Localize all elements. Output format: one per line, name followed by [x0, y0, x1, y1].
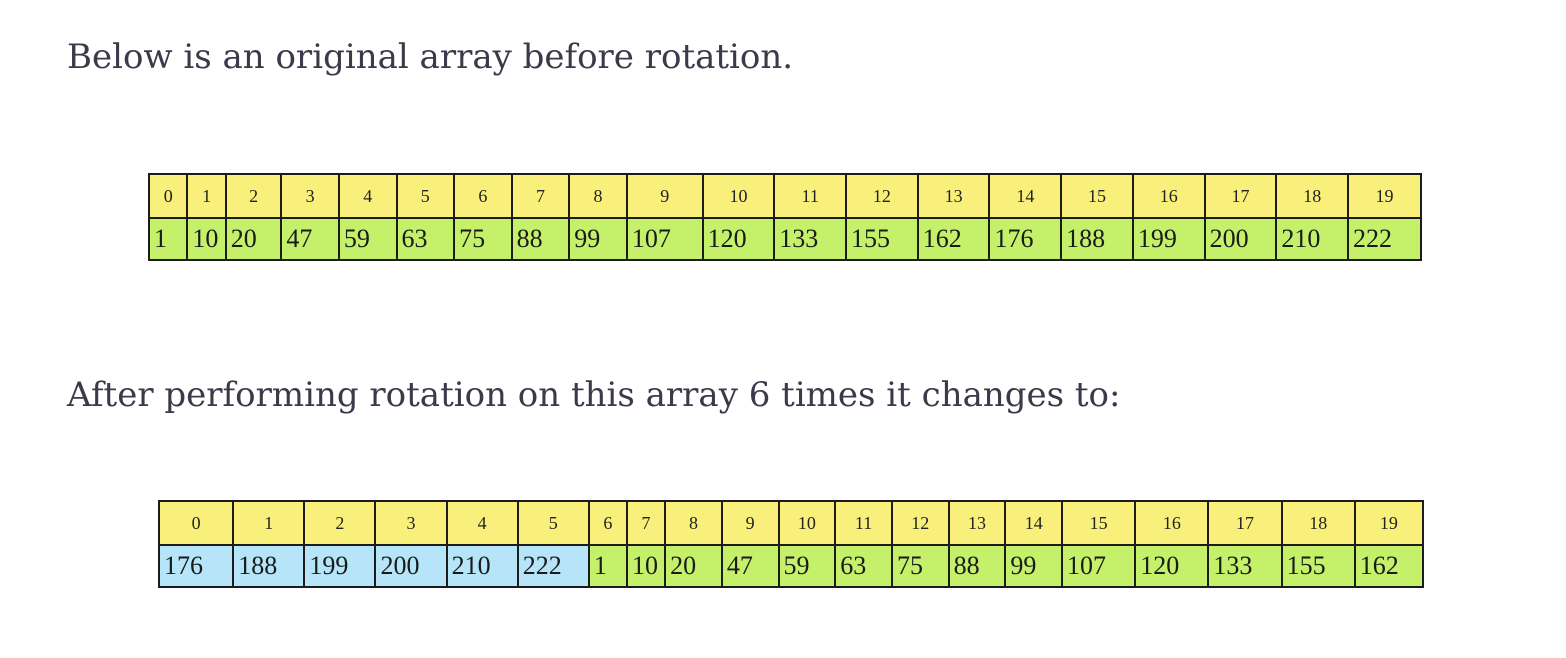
index-cell: 3	[374, 500, 448, 546]
value-cell: 10	[625, 544, 667, 588]
value-cell: 1	[147, 217, 189, 261]
index-cell: 9	[720, 500, 780, 546]
value-cell: 176	[988, 217, 1063, 261]
index-cell: 8	[568, 173, 628, 219]
original-array-table: 0 1 2 3 4 5 6 7 8 9 10 11 12 13 14 15 16…	[147, 173, 1422, 261]
rotated-value-cell: 222	[516, 544, 590, 588]
index-cell: 1	[186, 173, 227, 219]
value-cell: 75	[890, 544, 950, 588]
index-cell: 16	[1134, 500, 1210, 546]
value-cell: 188	[1060, 217, 1134, 261]
index-cell: 0	[147, 173, 189, 219]
value-row: 1 10 20 47 59 63 75 88 99 107 120 133 15…	[147, 217, 1422, 261]
index-cell: 8	[664, 500, 723, 546]
index-cell: 2	[224, 173, 283, 219]
index-cell: 2	[303, 500, 377, 546]
value-cell: 120	[701, 217, 776, 261]
value-cell: 162	[916, 217, 991, 261]
index-cell: 15	[1060, 173, 1134, 219]
index-cell: 12	[845, 173, 919, 219]
index-cell: 13	[947, 500, 1007, 546]
value-cell: 63	[834, 544, 893, 588]
value-cell: 47	[720, 544, 780, 588]
value-cell: 107	[1061, 544, 1137, 588]
value-cell: 20	[224, 217, 283, 261]
value-cell: 200	[1203, 217, 1278, 261]
rotated-value-cell: 176	[157, 544, 235, 588]
value-cell: 133	[1207, 544, 1283, 588]
value-cell: 99	[568, 217, 628, 261]
index-cell: 17	[1207, 500, 1283, 546]
rotated-value-cell: 188	[232, 544, 306, 588]
value-cell: 10	[186, 217, 227, 261]
index-cell: 5	[516, 500, 590, 546]
value-cell: 75	[453, 217, 513, 261]
value-row: 176 188 199 200 210 222 1 10 20 47 59 63…	[157, 544, 1425, 588]
index-cell: 7	[625, 500, 667, 546]
rotated-value-cell: 210	[445, 544, 519, 588]
index-cell: 6	[587, 500, 628, 546]
value-cell: 133	[773, 217, 848, 261]
value-cell: 155	[845, 217, 919, 261]
index-cell: 10	[777, 500, 837, 546]
value-cell: 88	[947, 544, 1007, 588]
index-row: 0 1 2 3 4 5 6 7 8 9 10 11 12 13 14 15 16…	[157, 500, 1425, 546]
after-rotation-text: After performing rotation on this array …	[67, 375, 1121, 415]
value-cell: 107	[625, 217, 704, 261]
index-cell: 6	[453, 173, 513, 219]
index-cell: 19	[1347, 173, 1422, 219]
value-cell: 88	[510, 217, 571, 261]
index-cell: 11	[773, 173, 848, 219]
index-cell: 5	[395, 173, 456, 219]
value-cell: 63	[395, 217, 456, 261]
value-cell: 162	[1353, 544, 1425, 588]
value-cell: 59	[337, 217, 398, 261]
index-cell: 7	[510, 173, 571, 219]
index-cell: 16	[1131, 173, 1206, 219]
index-row: 0 1 2 3 4 5 6 7 8 9 10 11 12 13 14 15 16…	[147, 173, 1422, 219]
index-cell: 11	[834, 500, 893, 546]
index-cell: 0	[157, 500, 235, 546]
value-cell: 47	[280, 217, 340, 261]
index-cell: 9	[625, 173, 704, 219]
rotated-value-cell: 200	[374, 544, 448, 588]
index-cell: 4	[337, 173, 398, 219]
intro-text: Below is an original array before rotati…	[67, 37, 794, 77]
value-cell: 199	[1131, 217, 1206, 261]
value-cell: 99	[1004, 544, 1064, 588]
value-cell: 222	[1347, 217, 1422, 261]
index-cell: 4	[445, 500, 519, 546]
index-cell: 10	[701, 173, 776, 219]
value-cell: 20	[664, 544, 723, 588]
value-cell: 210	[1275, 217, 1350, 261]
index-cell: 17	[1203, 173, 1278, 219]
index-cell: 1	[232, 500, 306, 546]
rotated-array-table: 0 1 2 3 4 5 6 7 8 9 10 11 12 13 14 15 16…	[157, 500, 1425, 588]
index-cell: 19	[1353, 500, 1425, 546]
value-cell: 1	[587, 544, 628, 588]
value-cell: 120	[1134, 544, 1210, 588]
index-cell: 15	[1061, 500, 1137, 546]
index-cell: 13	[916, 173, 991, 219]
index-cell: 3	[280, 173, 340, 219]
value-cell: 59	[777, 544, 837, 588]
value-cell: 155	[1280, 544, 1356, 588]
index-cell: 14	[988, 173, 1063, 219]
index-cell: 14	[1004, 500, 1064, 546]
index-cell: 18	[1280, 500, 1356, 546]
index-cell: 18	[1275, 173, 1350, 219]
rotated-value-cell: 199	[303, 544, 377, 588]
index-cell: 12	[890, 500, 950, 546]
